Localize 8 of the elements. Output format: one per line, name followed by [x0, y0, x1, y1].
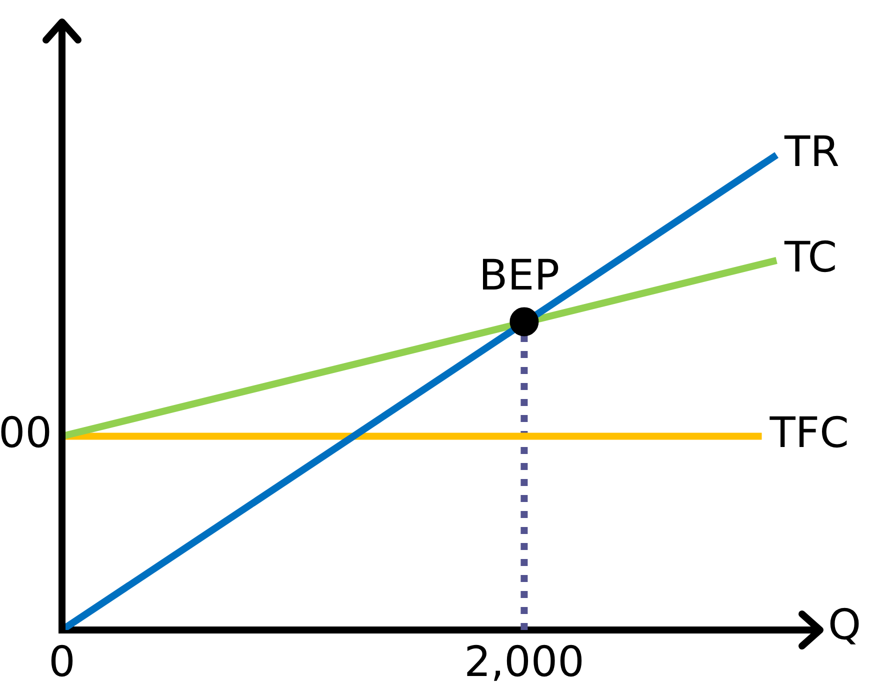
x-tick-label: 0 — [48, 636, 76, 686]
series-label: TC — [784, 232, 838, 282]
annotation: 00 — [0, 408, 52, 458]
series-label: TFC — [768, 408, 849, 458]
x-axis-title: Q — [828, 600, 862, 649]
x-tick-label: 2,000 — [464, 636, 584, 686]
annotation: BEP — [478, 250, 560, 300]
series-label: TR — [784, 126, 840, 176]
